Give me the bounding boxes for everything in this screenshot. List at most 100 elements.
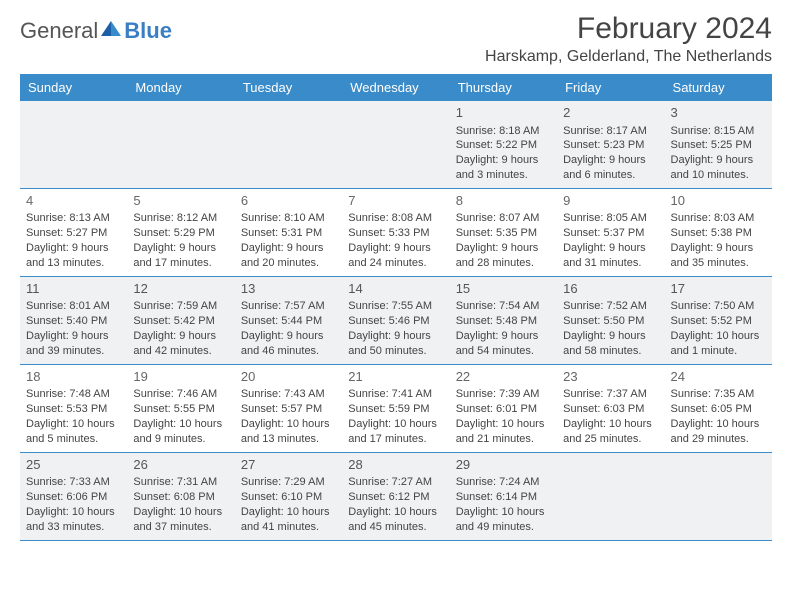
daylight-line: Daylight: 9 hours [671,153,766,168]
sunset-line: Sunset: 6:08 PM [133,490,228,505]
daylight-line: and 37 minutes. [133,520,228,535]
day-number: 18 [26,368,121,386]
logo: General Blue [20,18,172,44]
daylight-line: Daylight: 9 hours [456,241,551,256]
daylight-line: Daylight: 9 hours [26,329,121,344]
daylight-line: and 5 minutes. [26,432,121,447]
empty-cell [557,453,664,540]
sunrise-line: Sunrise: 8:12 AM [133,211,228,226]
daylight-line: Daylight: 10 hours [241,417,336,432]
day-number: 6 [241,192,336,210]
daylight-line: and 29 minutes. [671,432,766,447]
sunset-line: Sunset: 5:38 PM [671,226,766,241]
sunrise-line: Sunrise: 7:43 AM [241,387,336,402]
sunset-line: Sunset: 5:23 PM [563,138,658,153]
daylight-line: Daylight: 9 hours [456,329,551,344]
sunrise-line: Sunrise: 8:05 AM [563,211,658,226]
sunset-line: Sunset: 5:33 PM [348,226,443,241]
daylight-line: Daylight: 9 hours [241,241,336,256]
sunrise-line: Sunrise: 7:57 AM [241,299,336,314]
day-number: 7 [348,192,443,210]
week-row: 11Sunrise: 8:01 AMSunset: 5:40 PMDayligh… [20,277,772,365]
week-row: 25Sunrise: 7:33 AMSunset: 6:06 PMDayligh… [20,453,772,541]
daylight-line: and 20 minutes. [241,256,336,271]
daylight-line: Daylight: 10 hours [133,417,228,432]
dow-sun: Sunday [20,74,127,101]
logo-icon [100,19,122,44]
day-cell: 12Sunrise: 7:59 AMSunset: 5:42 PMDayligh… [127,277,234,364]
sunrise-line: Sunrise: 7:52 AM [563,299,658,314]
day-number: 26 [133,456,228,474]
sunset-line: Sunset: 5:22 PM [456,138,551,153]
day-cell: 24Sunrise: 7:35 AMSunset: 6:05 PMDayligh… [665,365,772,452]
daylight-line: and 17 minutes. [348,432,443,447]
sunrise-line: Sunrise: 7:48 AM [26,387,121,402]
daylight-line: Daylight: 10 hours [348,417,443,432]
sunrise-line: Sunrise: 8:18 AM [456,124,551,139]
sunrise-line: Sunrise: 8:07 AM [456,211,551,226]
sunrise-line: Sunrise: 7:54 AM [456,299,551,314]
daylight-line: and 41 minutes. [241,520,336,535]
sunset-line: Sunset: 5:55 PM [133,402,228,417]
dow-fri: Friday [557,74,664,101]
sunset-line: Sunset: 5:53 PM [26,402,121,417]
daylight-line: and 28 minutes. [456,256,551,271]
day-number: 2 [563,104,658,122]
daylight-line: and 33 minutes. [26,520,121,535]
daylight-line: Daylight: 9 hours [26,241,121,256]
day-cell: 28Sunrise: 7:27 AMSunset: 6:12 PMDayligh… [342,453,449,540]
daylight-line: Daylight: 10 hours [26,417,121,432]
title-block: February 2024 Harskamp, Gelderland, The … [485,12,772,66]
sunrise-line: Sunrise: 7:35 AM [671,387,766,402]
month-title: February 2024 [485,12,772,46]
day-number: 29 [456,456,551,474]
dow-header: Sunday Monday Tuesday Wednesday Thursday… [20,74,772,101]
sunset-line: Sunset: 5:57 PM [241,402,336,417]
daylight-line: and 42 minutes. [133,344,228,359]
daylight-line: Daylight: 10 hours [671,417,766,432]
sunset-line: Sunset: 5:52 PM [671,314,766,329]
sunset-line: Sunset: 6:05 PM [671,402,766,417]
sunrise-line: Sunrise: 7:59 AM [133,299,228,314]
daylight-line: Daylight: 9 hours [563,329,658,344]
day-cell: 13Sunrise: 7:57 AMSunset: 5:44 PMDayligh… [235,277,342,364]
day-number: 23 [563,368,658,386]
day-number: 12 [133,280,228,298]
daylight-line: and 21 minutes. [456,432,551,447]
day-cell: 2Sunrise: 8:17 AMSunset: 5:23 PMDaylight… [557,101,664,188]
sunset-line: Sunset: 5:42 PM [133,314,228,329]
daylight-line: and 1 minute. [671,344,766,359]
location: Harskamp, Gelderland, The Netherlands [485,48,772,66]
sunrise-line: Sunrise: 7:27 AM [348,475,443,490]
dow-thu: Thursday [450,74,557,101]
sunset-line: Sunset: 5:35 PM [456,226,551,241]
sunrise-line: Sunrise: 8:08 AM [348,211,443,226]
day-number: 13 [241,280,336,298]
daylight-line: Daylight: 9 hours [348,241,443,256]
daylight-line: Daylight: 9 hours [671,241,766,256]
day-cell: 19Sunrise: 7:46 AMSunset: 5:55 PMDayligh… [127,365,234,452]
day-cell: 29Sunrise: 7:24 AMSunset: 6:14 PMDayligh… [450,453,557,540]
sunset-line: Sunset: 5:25 PM [671,138,766,153]
sunset-line: Sunset: 5:46 PM [348,314,443,329]
day-number: 10 [671,192,766,210]
dow-mon: Monday [127,74,234,101]
sunset-line: Sunset: 5:44 PM [241,314,336,329]
day-number: 8 [456,192,551,210]
day-cell: 17Sunrise: 7:50 AMSunset: 5:52 PMDayligh… [665,277,772,364]
sunset-line: Sunset: 6:14 PM [456,490,551,505]
day-cell: 1Sunrise: 8:18 AMSunset: 5:22 PMDaylight… [450,101,557,188]
daylight-line: and 58 minutes. [563,344,658,359]
day-cell: 20Sunrise: 7:43 AMSunset: 5:57 PMDayligh… [235,365,342,452]
logo-general: General [20,18,98,44]
daylight-line: and 24 minutes. [348,256,443,271]
dow-tue: Tuesday [235,74,342,101]
day-number: 24 [671,368,766,386]
sunrise-line: Sunrise: 7:41 AM [348,387,443,402]
sunset-line: Sunset: 5:37 PM [563,226,658,241]
week-row: 18Sunrise: 7:48 AMSunset: 5:53 PMDayligh… [20,365,772,453]
day-number: 3 [671,104,766,122]
sunset-line: Sunset: 5:48 PM [456,314,551,329]
day-number: 20 [241,368,336,386]
daylight-line: and 45 minutes. [348,520,443,535]
